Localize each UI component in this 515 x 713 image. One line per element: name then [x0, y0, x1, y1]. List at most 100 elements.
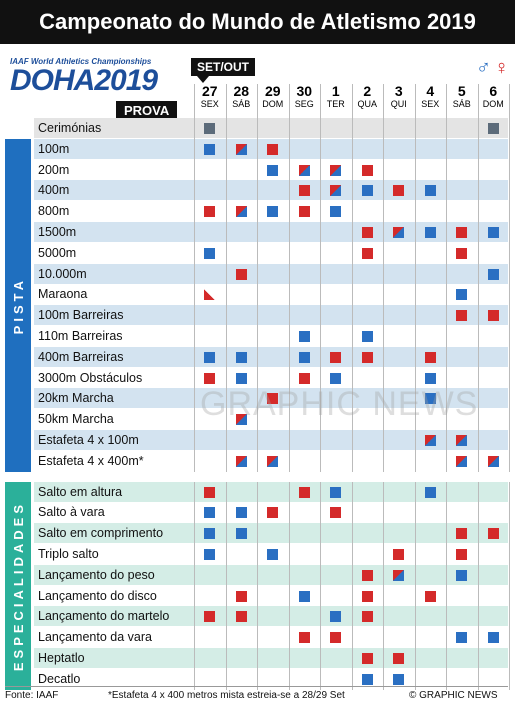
- women-final-marker: [298, 486, 310, 498]
- both-finals-marker: [235, 414, 247, 426]
- both-finals-marker: [235, 455, 247, 467]
- event-label: 1500m: [38, 225, 77, 239]
- men-final-marker: [361, 673, 373, 685]
- both-finals-marker: [330, 164, 342, 176]
- women-final-marker: [267, 143, 279, 155]
- women-final-marker: [330, 351, 342, 363]
- logo-main: DOHA2019: [10, 64, 158, 97]
- event-label: 3000m Obstáculos: [38, 370, 143, 385]
- event-label: 200m: [38, 162, 70, 177]
- women-final-marker: [456, 528, 468, 540]
- women-final-marker: [424, 351, 436, 363]
- women-final-marker: [235, 590, 247, 602]
- column-separator: [194, 84, 195, 472]
- men-final-marker: [424, 185, 436, 197]
- men-final-marker: [424, 372, 436, 384]
- event-label: Salto em altura: [38, 484, 123, 499]
- track-event-row: 400m: [34, 180, 508, 201]
- men-final-marker: [487, 268, 499, 280]
- logo-subtitle: IAAF World Athletics Championships: [10, 57, 152, 66]
- date-weekday: SÁB: [232, 99, 251, 109]
- men-final-marker: [204, 143, 216, 155]
- date-weekday: SEX: [200, 99, 219, 109]
- column-separator: [414, 481, 416, 690]
- event-label: Triplo salto: [38, 547, 99, 561]
- both-finals-marker: [298, 164, 310, 176]
- men-final-marker: [204, 528, 216, 540]
- event-label: Lançamento da vara: [38, 630, 152, 645]
- men-final-marker: [267, 206, 279, 218]
- women-final-marker: [487, 310, 499, 322]
- field-event-row: Lançamento do disco: [34, 585, 508, 606]
- women-final-marker: [361, 227, 373, 238]
- women-final-marker: [393, 549, 405, 560]
- men-final-marker: [361, 331, 373, 342]
- footer-divider: [5, 686, 508, 687]
- event-label: 100m Barreiras: [38, 308, 124, 323]
- event-label: Cerimónias: [38, 121, 102, 135]
- date-header: 2 QUA: [352, 84, 384, 110]
- event-label: 400m Barreiras: [38, 349, 124, 364]
- date-header: 30 SEG: [289, 84, 321, 110]
- men-final-marker: [298, 590, 310, 602]
- men-final-marker: [330, 486, 342, 498]
- event-label: 20km Marcha: [38, 391, 114, 406]
- track-event-row: 3000m Obstáculos: [34, 367, 508, 388]
- both-finals-marker: [235, 143, 247, 155]
- women-final-marker: [424, 590, 436, 602]
- field-event-row: Heptatlo: [34, 648, 508, 668]
- footer-note: *Estafeta 4 x 400 metros mista estreia-s…: [108, 690, 345, 701]
- men-final-marker: [204, 247, 216, 259]
- date-weekday: SEG: [294, 99, 314, 109]
- women-final-marker: [361, 569, 373, 581]
- date-header: 3 QUI: [383, 84, 415, 110]
- column-separator: [414, 84, 416, 472]
- track-event-row: Maraona: [34, 284, 508, 305]
- date-number: 5: [457, 83, 466, 99]
- column-separator: [383, 481, 384, 690]
- men-final-marker: [235, 351, 247, 363]
- footer-credit: © GRAPHIC NEWS: [409, 690, 498, 701]
- especialidades-band: ESPECIALIDADES: [5, 481, 31, 690]
- women-final-marker: [235, 268, 247, 280]
- column-separator: [288, 84, 290, 472]
- event-label: Heptatlo: [38, 651, 85, 665]
- date-number: 29: [264, 83, 281, 99]
- both-finals-marker: [456, 435, 468, 446]
- women-final-marker: [235, 611, 247, 623]
- column-separator: [351, 84, 353, 472]
- footer-source: Fonte: IAAF: [5, 690, 59, 701]
- both-finals-marker: [267, 455, 279, 467]
- men-final-marker: [204, 549, 216, 560]
- men-final-marker: [424, 486, 436, 498]
- women-final-marker: [361, 611, 373, 623]
- women-final-marker: [204, 611, 216, 623]
- date-header: 5 SÁB: [446, 83, 478, 110]
- date-header: 4 SEX: [415, 84, 447, 110]
- track-event-row: 5000m: [34, 242, 508, 263]
- both-finals-marker: [330, 185, 342, 197]
- date-weekday: TER: [326, 99, 345, 109]
- women-final-marker: [330, 507, 342, 519]
- men-final-marker: [393, 673, 405, 685]
- field-event-row: Lançamento da vara: [34, 627, 508, 648]
- men-final-marker: [267, 164, 279, 176]
- men-final-marker: [204, 507, 216, 519]
- page-title: Campeonato do Mundo de Atletismo 2019: [0, 0, 515, 44]
- men-final-marker: [235, 528, 247, 540]
- men-final-marker: [330, 611, 342, 623]
- column-separator: [225, 481, 227, 690]
- especialidades-band-label: ESPECIALIDADES: [10, 500, 26, 671]
- event-label: 10.000m: [38, 266, 87, 281]
- men-final-marker: [235, 372, 247, 384]
- women-final-marker: [330, 632, 342, 644]
- women-final-marker: [361, 590, 373, 602]
- column-separator: [509, 84, 510, 472]
- women-final-marker: [361, 164, 373, 176]
- column-separator: [194, 481, 195, 690]
- track-event-row: 1500m: [34, 222, 508, 242]
- women-final-marker: [298, 632, 310, 644]
- event-label: 110m Barreiras: [38, 329, 123, 343]
- women-final-marker: [393, 185, 405, 197]
- men-final-marker: [298, 351, 310, 363]
